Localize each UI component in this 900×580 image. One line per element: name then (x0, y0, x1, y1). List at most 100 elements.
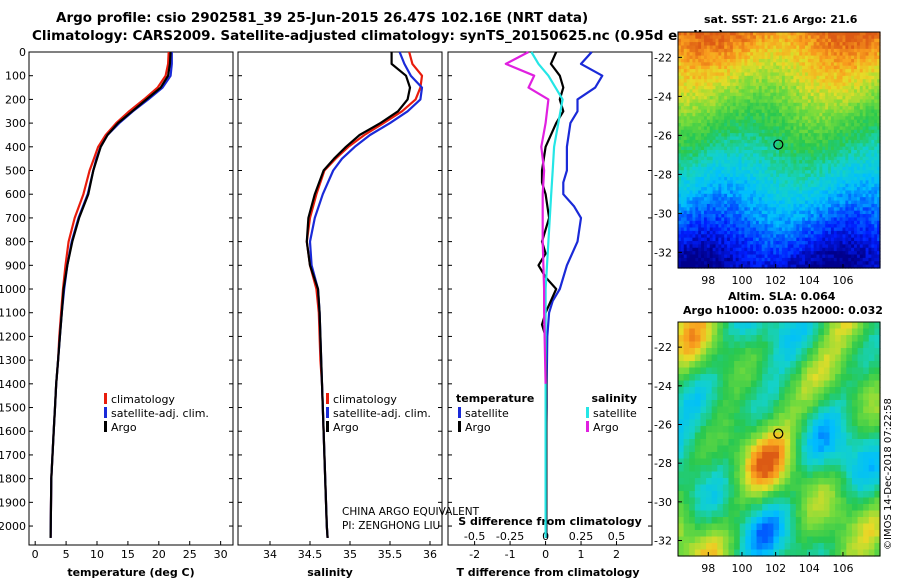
sst-map-cell (735, 32, 740, 36)
sst-map-cell (862, 244, 867, 249)
sst-map-cell (825, 220, 829, 225)
sst-map-cell (680, 241, 685, 245)
sst-map-cell (781, 224, 786, 229)
sst-map-cell (862, 173, 867, 178)
sst-map-cell (747, 133, 751, 138)
sst-map-cell (816, 92, 820, 97)
sst-map-cell (747, 200, 751, 205)
sst-map-cell (859, 55, 864, 60)
sst-map-cell (871, 139, 875, 144)
sst-map-cell (851, 52, 855, 57)
sst-map-cell (833, 183, 838, 188)
sst-map-cell (819, 214, 823, 219)
sst-map-cell (784, 254, 789, 259)
sst-map-cell (753, 156, 757, 161)
sst-map-cell (761, 69, 766, 74)
sst-map-cell (709, 187, 714, 192)
sst-map-cell (830, 89, 835, 94)
sst-map-cell (686, 214, 691, 219)
sst-map-cell (822, 72, 826, 77)
sst-map-cell (732, 203, 737, 208)
sst-map-cell (784, 244, 789, 249)
sst-map-cell (790, 62, 795, 67)
sst-map-cell (868, 129, 872, 134)
sst-map-cell (741, 89, 745, 94)
sst-map-cell (701, 65, 705, 70)
sst-map-cell (862, 139, 867, 144)
sst-map-cell (773, 156, 777, 161)
sst-map-cell (871, 69, 875, 74)
sst-map-cell (718, 112, 722, 117)
sst-map-cell (729, 123, 734, 127)
sst-map-cell (735, 244, 740, 249)
sst-map-cell (813, 170, 818, 175)
sst-map-cell (799, 48, 803, 53)
sst-map-cell (793, 237, 797, 242)
sst-map-cell (839, 126, 844, 131)
sst-map-cell (856, 69, 861, 74)
sst-map-cell (816, 203, 820, 208)
sst-map-cell (703, 96, 708, 101)
sst-map-cell (715, 65, 719, 70)
sst-map-cell (851, 45, 855, 50)
sst-map-cell (836, 38, 841, 43)
sst-map-cell (830, 150, 835, 154)
sst-map-cell (738, 153, 743, 158)
sst-map-cell (715, 69, 719, 74)
sst-map-cell (758, 116, 763, 121)
sst-map-cell (793, 89, 797, 94)
sst-map-cell (678, 251, 682, 256)
sst-map-cell (822, 210, 826, 215)
sst-map-cell (709, 45, 714, 50)
sst-map-cell (686, 257, 691, 262)
sst-map-cell (839, 42, 844, 47)
sst-map-cell (822, 180, 826, 185)
sst-map-cell (729, 153, 734, 158)
sst-map-cell (871, 176, 875, 181)
sst-map-cell (695, 244, 699, 249)
sst-map-cell (692, 85, 696, 90)
sst-map-cell (862, 217, 867, 222)
sst-map-cell (825, 207, 829, 212)
sst-map-cell (874, 35, 878, 40)
sst-map-cell (868, 247, 872, 252)
sst-map-cell (836, 32, 841, 36)
sst-map-cell (874, 214, 878, 219)
sst-map-cell (698, 230, 702, 235)
sst-map-cell (761, 257, 766, 262)
sst-map-cell (813, 183, 818, 188)
sst-map-cell (813, 160, 818, 165)
sst-map-cell (741, 72, 745, 77)
sst-map-cell (683, 62, 688, 67)
sst-map-cell (854, 123, 858, 127)
sst-map-cell (856, 217, 861, 222)
sst-map-cell (807, 55, 812, 60)
sst-map-cell (715, 52, 719, 57)
sst-map-cell (770, 82, 774, 87)
sst-map-cell (804, 112, 809, 117)
salinity-line-blue (308, 51, 424, 538)
sst-map-cell (848, 197, 852, 202)
sst-map-cell (758, 102, 763, 107)
sst-map-cell (678, 38, 682, 43)
sst-map-cell (836, 207, 841, 212)
sst-map-cell (790, 58, 795, 63)
sst-map-cell (692, 35, 696, 40)
sst-map-cell (845, 193, 849, 198)
sst-map-cell (750, 257, 754, 262)
sst-map-cell (828, 187, 832, 192)
sst-map-cell (790, 89, 795, 94)
sst-map-cell (776, 220, 780, 225)
sst-map-cell (868, 183, 872, 188)
sst-map-cell (761, 52, 766, 57)
sst-map-cell (836, 241, 841, 245)
sst-map-cell (729, 65, 734, 70)
sst-map-cell (776, 244, 780, 249)
sst-map-cell (695, 207, 699, 212)
sst-map-cell (776, 92, 780, 97)
sst-map-cell (761, 197, 766, 202)
sst-map-cell (680, 187, 685, 192)
sst-map-cell (819, 72, 823, 77)
sst-map-cell (871, 106, 875, 111)
sst-map-cell (686, 65, 691, 70)
